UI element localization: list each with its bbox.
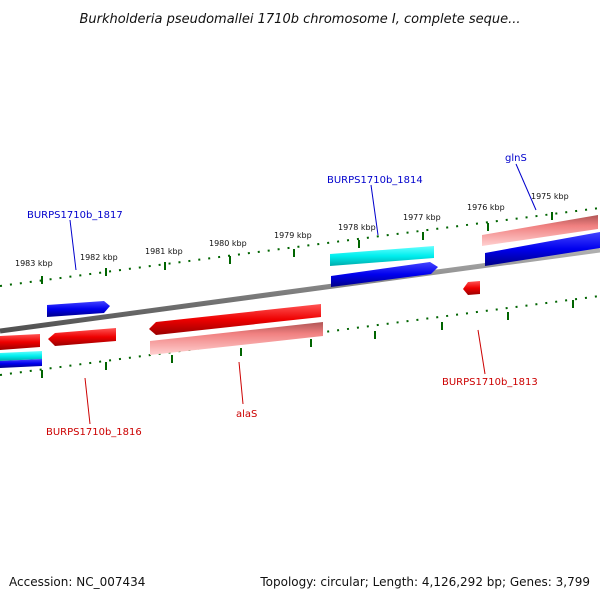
leader-line-1813 [477,329,486,375]
gene-feature-left-edge-red[interactable] [0,334,40,350]
scale-label-1983: 1983 kbp [15,259,53,268]
gene-label-burps1710b-1816[interactable]: BURPS1710b_1816 [46,427,142,438]
gene-label-glns[interactable]: glnS [505,153,527,164]
leader-line-1814 [370,184,379,236]
scale-label-1979: 1979 kbp [274,231,312,240]
scale-label-1982: 1982 kbp [80,253,118,262]
minus-scale-minor-ticks [0,295,600,376]
gene-label-alas[interactable]: alaS [236,409,257,420]
gene-feature-burps1710b-1816[interactable] [48,328,116,346]
gene-feature-burps1710b-1814[interactable] [331,262,438,287]
scale-label-1980: 1980 kbp [209,239,247,248]
scale-label-1976: 1976 kbp [467,203,505,212]
gene-feature-alas-pink[interactable] [150,322,323,355]
leader-line-1817 [69,219,77,271]
gene-label-burps1710b-1814[interactable]: BURPS1710b_1814 [327,175,423,186]
plus-scale-minor-ticks [0,207,600,287]
gene-feature-left-edge-blue[interactable] [0,359,42,368]
rna-feature-left-edge[interactable] [0,351,42,361]
scale-label-1977: 1977 kbp [403,213,441,222]
gene-feature-alas[interactable] [149,304,321,335]
rna-feature-cyan[interactable] [330,246,434,266]
scale-label-1981: 1981 kbp [145,247,183,256]
gene-feature-burps1710b-1817[interactable] [47,301,110,317]
plus-strand-scale [0,207,600,287]
genome-summary-text: Topology: circular; Length: 4,126,292 bp… [259,575,590,589]
gene-feature-burps1710b-1813[interactable] [463,281,480,295]
gene-feature-glns[interactable] [485,232,600,266]
gene-label-burps1710b-1813[interactable]: BURPS1710b_1813 [442,377,538,388]
scale-label-1978: 1978 kbp [338,223,376,232]
gene-label-burps1710b-1817[interactable]: BURPS1710b_1817 [27,210,123,221]
accession-text: Accession: NC_007434 [9,575,145,589]
gene-feature-glns-pink[interactable] [482,215,598,246]
chromosome-backbone [0,247,600,334]
leader-line-1816 [84,377,91,425]
leader-line-glns [515,163,537,211]
scale-label-1975: 1975 kbp [531,192,569,201]
leader-line-alas [238,361,244,405]
map-title: Burkholderia pseudomallei 1710b chromoso… [79,12,520,27]
minus-strand-scale [0,295,600,378]
